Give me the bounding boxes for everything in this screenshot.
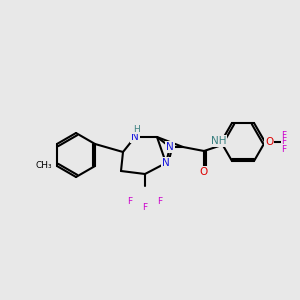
Text: F: F	[281, 145, 286, 154]
Text: F: F	[128, 197, 133, 206]
Text: NH: NH	[211, 136, 227, 146]
Text: F: F	[281, 137, 286, 146]
Text: F: F	[281, 130, 286, 140]
Text: O: O	[200, 167, 208, 177]
Text: N: N	[162, 158, 170, 168]
Text: N: N	[166, 142, 174, 152]
Text: F: F	[142, 203, 148, 212]
Text: F: F	[158, 197, 163, 206]
Text: CH₃: CH₃	[35, 161, 52, 170]
Text: O: O	[265, 137, 273, 147]
Text: N: N	[131, 132, 139, 142]
Text: H: H	[133, 124, 140, 134]
